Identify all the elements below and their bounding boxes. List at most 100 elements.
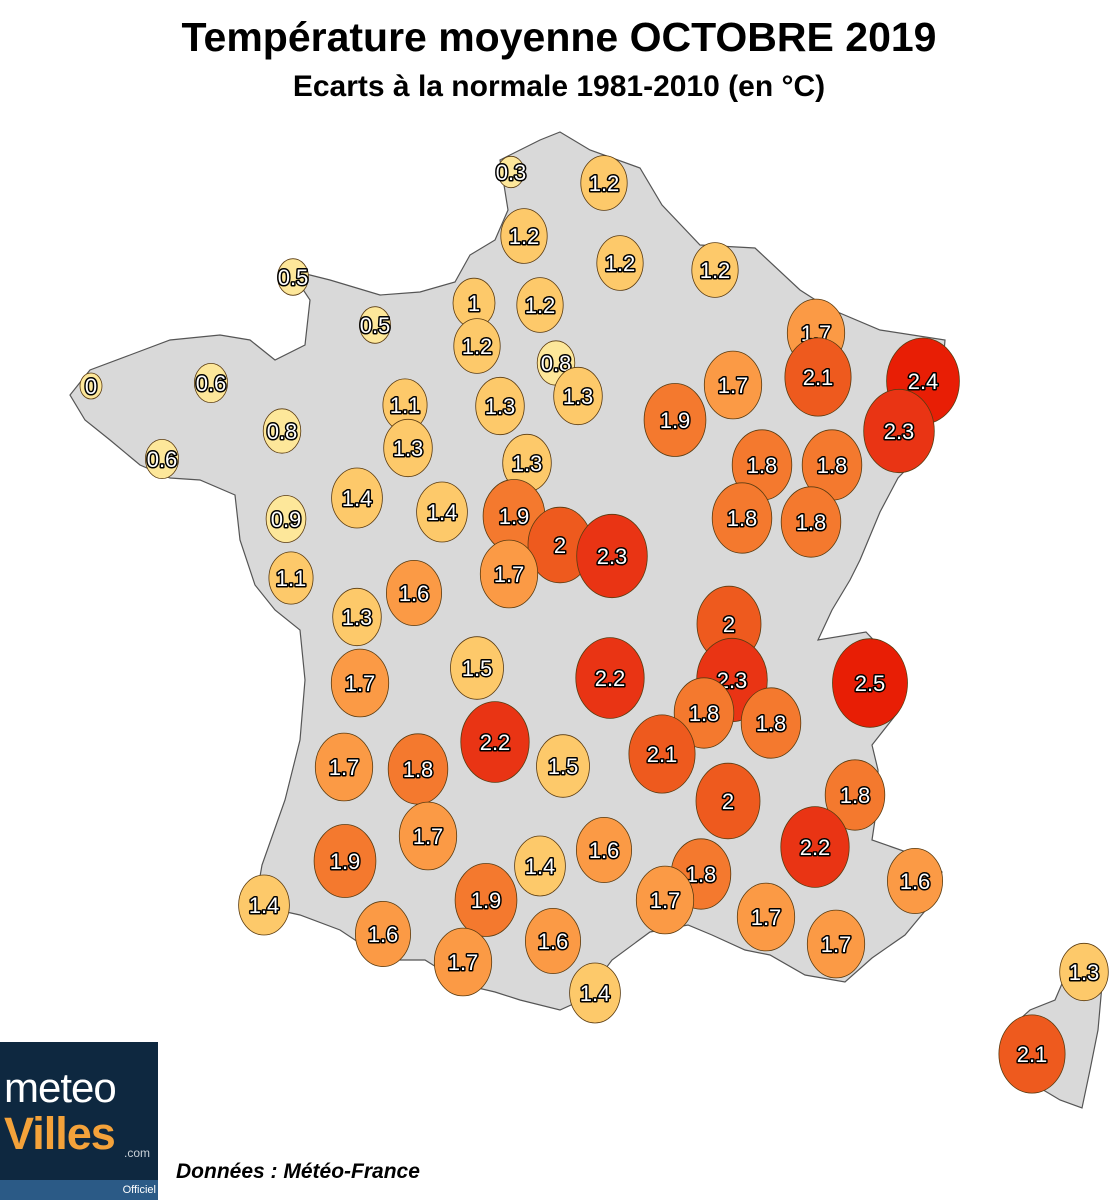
- marker-value: 2.1: [803, 365, 834, 390]
- temperature-marker: 0.5: [358, 306, 392, 344]
- temperature-marker: 1.5: [450, 636, 504, 700]
- logo-meteo-text: meteo: [4, 1064, 117, 1111]
- marker-circle: [569, 962, 621, 1024]
- marker-value: 1.6: [399, 581, 430, 606]
- marker-circle: [824, 759, 886, 831]
- temperature-marker: 1.8: [780, 486, 842, 558]
- marker-circle: [575, 637, 645, 719]
- temperature-marker: 1.2: [691, 242, 739, 298]
- temperature-marker: 1.7: [736, 882, 796, 952]
- temperature-marker: 1.2: [500, 208, 548, 264]
- temperature-marker: 1.6: [887, 848, 944, 915]
- logo-com-text: .com: [124, 1146, 151, 1160]
- marker-value: 2.4: [908, 369, 939, 394]
- temperature-marker: 1.4: [569, 962, 621, 1024]
- temperature-marker: 0.6: [193, 362, 228, 403]
- marker-value: 1.6: [900, 869, 931, 894]
- marker-value: 1.5: [548, 754, 579, 779]
- marker-value: 1.3: [512, 451, 543, 476]
- marker-circle: [268, 551, 314, 605]
- marker-value: 2.2: [595, 666, 626, 691]
- temperature-marker: 0: [79, 373, 103, 401]
- marker-circle: [433, 927, 493, 997]
- temperature-marker: 2.3: [863, 388, 935, 474]
- marker-circle: [596, 235, 644, 291]
- logo-stripe: [0, 1180, 158, 1200]
- land-layer: [69, 131, 1103, 1109]
- marker-value: 0.8: [541, 351, 572, 376]
- marker-value: 1.8: [817, 453, 848, 478]
- marker-circle: [332, 587, 382, 647]
- marker-circle: [635, 865, 695, 935]
- temperature-marker: 1.6: [576, 817, 633, 884]
- marker-circle: [460, 701, 530, 783]
- marker-value: 1.8: [840, 783, 871, 808]
- temperature-marker: 2.1: [784, 337, 852, 417]
- temperature-marker: 2.5: [832, 638, 908, 728]
- marker-circle: [887, 848, 944, 915]
- meteovilles-logo: meteo Villes .com Officiel: [0, 1042, 158, 1200]
- temperature-marker: 1.3: [502, 433, 552, 493]
- temperature-marker: 1.2: [516, 277, 564, 333]
- marker-circle: [691, 242, 739, 298]
- temperature-marker: 2.1: [628, 714, 696, 794]
- temperature-marker: 1.4: [238, 874, 290, 936]
- marker-circle: [500, 208, 548, 264]
- temperature-marker: 1.8: [673, 677, 735, 749]
- marker-value: 1.2: [462, 334, 493, 359]
- temperature-marker: 2.4: [886, 337, 960, 425]
- marker-value: 1.4: [342, 486, 373, 511]
- temperature-marker: 1.9: [643, 383, 707, 457]
- temperature-marker: 1.7: [635, 865, 695, 935]
- logo-officiel-text: Officiel: [122, 1184, 156, 1196]
- marker-value: 1.2: [589, 171, 620, 196]
- marker-circle: [711, 482, 773, 554]
- marker-circle: [695, 762, 761, 840]
- temperature-marker: 1.2: [580, 155, 628, 211]
- marker-circle: [516, 277, 564, 333]
- marker-circle: [359, 306, 391, 344]
- marker-circle: [450, 636, 504, 700]
- marker-circle: [998, 1014, 1066, 1094]
- marker-value: 0.5: [278, 265, 309, 290]
- marker-value: 0.6: [147, 447, 178, 472]
- marker-circle: [385, 560, 442, 627]
- marker-value: 1.7: [751, 905, 782, 930]
- marker-circle: [144, 438, 179, 479]
- marker-value: 1.7: [448, 950, 479, 975]
- marker-circle: [398, 801, 458, 871]
- marker-value: 1.3: [563, 384, 594, 409]
- marker-value: 0.3: [496, 160, 527, 185]
- temperature-marker: 1.4: [416, 481, 468, 543]
- marker-value: 2.2: [800, 835, 831, 860]
- temperature-marker: 1.1: [268, 551, 314, 605]
- marker-circle: [673, 677, 735, 749]
- marker-value: 1.7: [718, 373, 749, 398]
- temperature-marker: 1.7: [330, 648, 390, 718]
- temperature-marker: 1.8: [670, 838, 732, 910]
- marker-circle: [525, 908, 582, 975]
- temperature-marker: 1.4: [514, 835, 566, 897]
- marker-circle: [514, 835, 566, 897]
- marker-value: 1.2: [700, 258, 731, 283]
- temperature-marker: 1.2: [596, 235, 644, 291]
- marker-value: 1.3: [393, 436, 424, 461]
- markers-layer: 0.3 1.2 1.2 1.2 1.2 0.5 0.5 1 1.2 1.2 0.8 1.3 1.7 2.1…: [79, 155, 1109, 1094]
- temperature-marker: 1.7: [314, 732, 374, 802]
- marker-circle: [314, 732, 374, 802]
- temperature-marker: 2.1: [998, 1014, 1066, 1094]
- temperature-marker: 1.9: [454, 863, 518, 937]
- marker-circle: [383, 418, 433, 478]
- marker-value: 1.7: [329, 755, 360, 780]
- temperature-marker: 1.2: [453, 318, 501, 374]
- temperature-marker: 0.8: [262, 408, 302, 454]
- marker-circle: [736, 882, 796, 952]
- marker-value: 0.8: [267, 419, 298, 444]
- marker-value: 1.7: [345, 671, 376, 696]
- marker-circle: [262, 408, 302, 454]
- temperature-marker: 0.9: [265, 495, 307, 543]
- temperature-marker: 1.6: [525, 908, 582, 975]
- marker-value: 1.7: [650, 888, 681, 913]
- marker-circle: [497, 155, 525, 189]
- temperature-marker: 2: [695, 762, 761, 840]
